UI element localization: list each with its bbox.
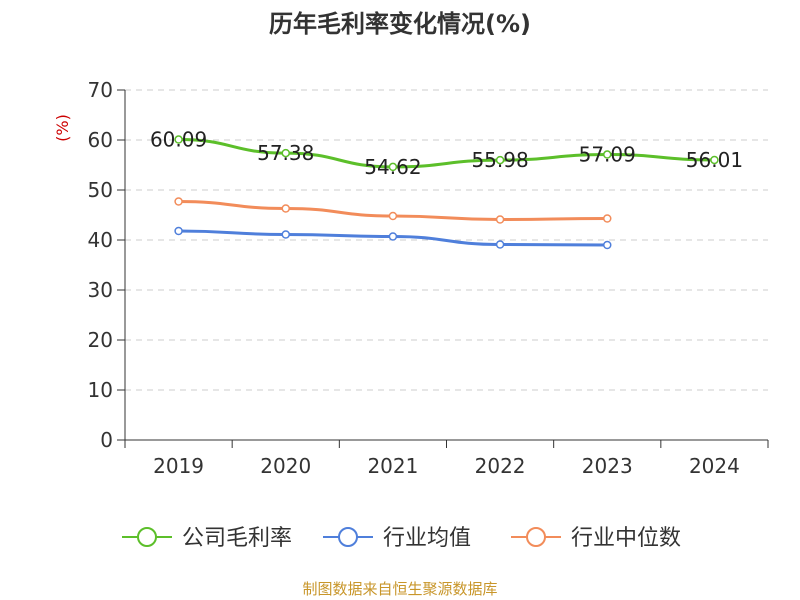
- x-tick-label: 2023: [582, 454, 633, 478]
- y-tick-label: 10: [88, 378, 113, 402]
- data-label: 55.98: [471, 148, 528, 172]
- y-tick-label: 40: [88, 228, 113, 252]
- legend-label: 行业中位数: [571, 526, 681, 551]
- data-point: [603, 214, 612, 223]
- legend-marker: [137, 527, 157, 547]
- data-point: [495, 240, 505, 249]
- y-tick-label: 30: [88, 278, 113, 302]
- series-layer: [174, 135, 719, 250]
- data-point: [388, 162, 398, 172]
- x-tick-label: 2021: [367, 454, 418, 478]
- y-tick-label: 60: [88, 128, 113, 152]
- x-tick-label: 2024: [689, 454, 740, 478]
- data-point: [495, 155, 505, 165]
- data-labels: 60.09 57.38 54.62 55.98 57.09 56.01: [150, 128, 743, 179]
- data-label: 57.09: [579, 143, 636, 167]
- data-label: 57.38: [257, 141, 314, 165]
- data-point: [281, 204, 290, 213]
- data-point: [388, 211, 398, 221]
- data-point: [174, 226, 183, 236]
- legend-marker: [526, 527, 546, 547]
- chart-title: 历年毛利率变化情况(%): [269, 10, 531, 38]
- data-point: [603, 240, 612, 250]
- y-axis-label: (%): [53, 114, 72, 142]
- data-label: 56.01: [686, 148, 743, 172]
- data-point: [174, 135, 183, 144]
- source-note: 制图数据来自恒生聚源数据库: [302, 580, 497, 598]
- series-1: [174, 226, 612, 250]
- legend[interactable]: 公司毛利率 行业均值 行业中位数: [122, 526, 681, 551]
- y-tick-label: 70: [88, 78, 113, 102]
- x-tick-label: 2022: [475, 454, 526, 478]
- data-label: 54.62: [364, 155, 421, 179]
- series-0: [174, 135, 719, 172]
- legend-marker: [338, 527, 358, 547]
- data-point: [603, 150, 612, 159]
- data-label: 60.09: [150, 128, 207, 152]
- x-tick-label: 2019: [153, 454, 204, 478]
- legend-item[interactable]: 公司毛利率: [122, 526, 292, 551]
- data-point: [710, 155, 719, 165]
- data-point: [174, 197, 183, 206]
- y-tick-label: 50: [88, 178, 113, 202]
- y-tick-label: 0: [100, 428, 113, 452]
- y-tick-label: 20: [88, 328, 113, 352]
- series-line: [178, 138, 715, 169]
- legend-label: 行业均值: [383, 526, 471, 551]
- legend-item[interactable]: 行业中位数: [511, 526, 681, 551]
- data-point: [281, 230, 290, 239]
- legend-item[interactable]: 行业均值: [323, 526, 471, 551]
- axes: 0 10 20 30 40 50 60 70 2019 2020 2021 2022 2023 2024: [88, 78, 769, 478]
- data-point: [388, 232, 398, 241]
- data-point: [495, 215, 505, 224]
- data-point: [281, 148, 290, 158]
- legend-label: 公司毛利率: [182, 526, 292, 551]
- series-2: [174, 197, 612, 224]
- x-tick-label: 2020: [260, 454, 311, 478]
